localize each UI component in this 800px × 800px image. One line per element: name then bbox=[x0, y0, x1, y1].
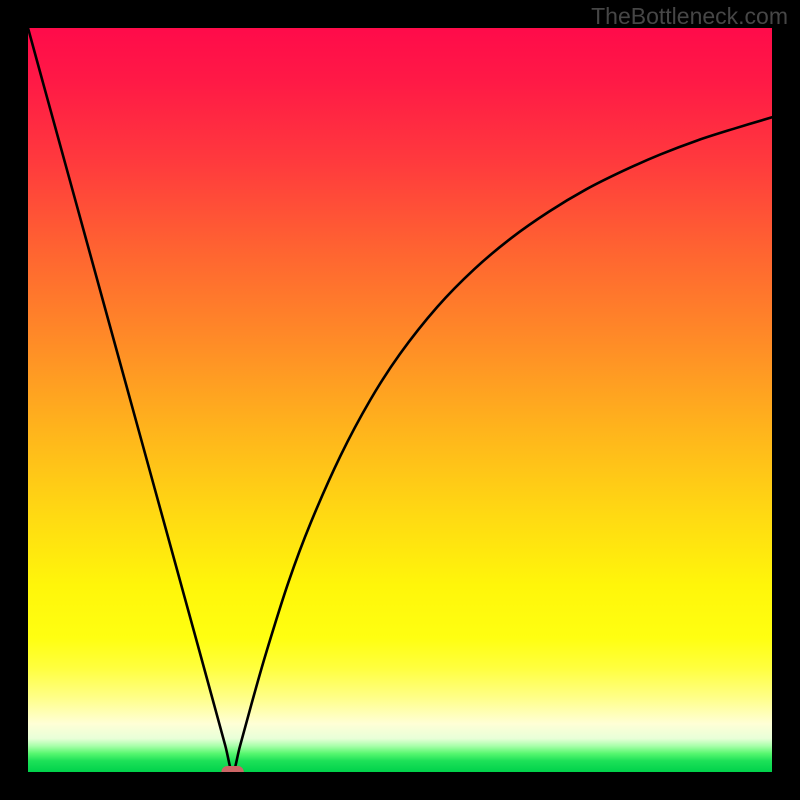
minimum-marker bbox=[221, 766, 243, 772]
watermark-text: TheBottleneck.com bbox=[591, 3, 788, 30]
chart-svg bbox=[28, 28, 772, 772]
chart-background bbox=[28, 28, 772, 772]
chart-container: TheBottleneck.com bbox=[0, 0, 800, 800]
plot-area bbox=[28, 28, 772, 772]
